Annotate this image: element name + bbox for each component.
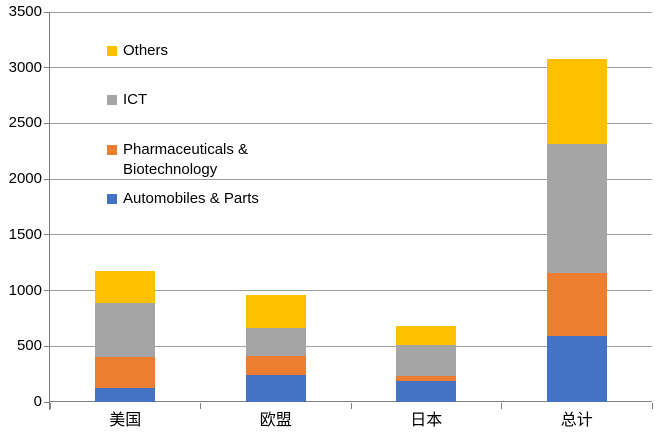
bar-segment xyxy=(546,273,607,337)
gridline-1500 xyxy=(50,234,652,236)
legend-label: Pharmaceuticals & Biotechnology xyxy=(123,141,249,178)
legend-label: Others xyxy=(123,42,169,59)
gridline-2000 xyxy=(50,178,652,180)
legend-item: Pharmaceuticals & Biotechnology xyxy=(107,140,295,180)
y-axis-label-500: 500 xyxy=(16,337,42,355)
bar-segment xyxy=(245,295,306,328)
bar-segment xyxy=(95,356,156,388)
bar-segment xyxy=(396,381,457,402)
x-axis-label-2: 日本 xyxy=(410,412,443,429)
y-axis-label-2500: 2500 xyxy=(8,114,42,132)
bar-segment xyxy=(245,374,306,402)
bar-segment xyxy=(245,355,306,375)
legend-label: Automobiles & Parts xyxy=(123,190,259,207)
gridline-3000 xyxy=(50,67,652,69)
bar-segment xyxy=(396,326,457,346)
gridline-2500 xyxy=(50,122,652,124)
bar-segment xyxy=(546,143,607,274)
x-axis-tick-1 xyxy=(200,403,201,409)
legend-swatch-icon xyxy=(107,145,117,155)
bar-segment xyxy=(396,376,457,382)
legend-swatch-icon xyxy=(107,194,117,204)
legend-item: ICT xyxy=(107,90,147,110)
bar-segment xyxy=(95,387,156,402)
bar-segment xyxy=(546,336,607,402)
bar-segment xyxy=(245,327,306,356)
y-axis-tick-0 xyxy=(44,401,49,403)
x-axis-tick-2 xyxy=(350,403,352,409)
legend-item: Automobiles & Parts xyxy=(107,189,259,209)
legend-item: Others xyxy=(107,41,168,61)
bar-segment xyxy=(546,58,607,144)
plot-area xyxy=(44,11,653,410)
x-axis-label-0: 美国 xyxy=(109,412,142,429)
y-axis-tick-3000 xyxy=(44,67,49,69)
x-axis-tick-3 xyxy=(501,403,502,409)
bar-segment xyxy=(95,270,156,303)
y-axis-line xyxy=(49,12,50,410)
y-axis-label-1000: 1000 xyxy=(8,281,42,299)
y-axis-tick-2000 xyxy=(44,178,49,180)
gridline-500 xyxy=(50,345,652,347)
x-axis-line xyxy=(49,401,652,402)
y-axis-tick-3500 xyxy=(44,11,49,13)
y-axis-label-0: 0 xyxy=(33,393,42,410)
gridline-1000 xyxy=(50,290,652,292)
y-axis-tick-2500 xyxy=(44,122,49,124)
y-axis-tick-1000 xyxy=(44,290,49,292)
bar-segment xyxy=(396,345,457,377)
legend-label: ICT xyxy=(123,91,148,108)
x-axis-tick-0 xyxy=(49,403,51,409)
y-axis-tick-500 xyxy=(44,345,49,347)
y-axis-label-3500: 3500 xyxy=(8,3,42,20)
y-axis-label-2000: 2000 xyxy=(8,170,42,188)
y-axis-label-3000: 3000 xyxy=(8,58,42,76)
y-axis-tick-1500 xyxy=(44,234,49,236)
x-axis-label-3: 总计 xyxy=(560,412,593,429)
legend-swatch-icon xyxy=(107,46,117,56)
bar-segment xyxy=(95,302,156,357)
x-axis-label-1: 欧盟 xyxy=(259,412,292,429)
gridline-3500 xyxy=(50,11,652,13)
y-axis-label-1500: 1500 xyxy=(8,225,42,243)
legend-swatch-icon xyxy=(107,95,117,105)
x-axis-tick-4 xyxy=(651,403,653,409)
